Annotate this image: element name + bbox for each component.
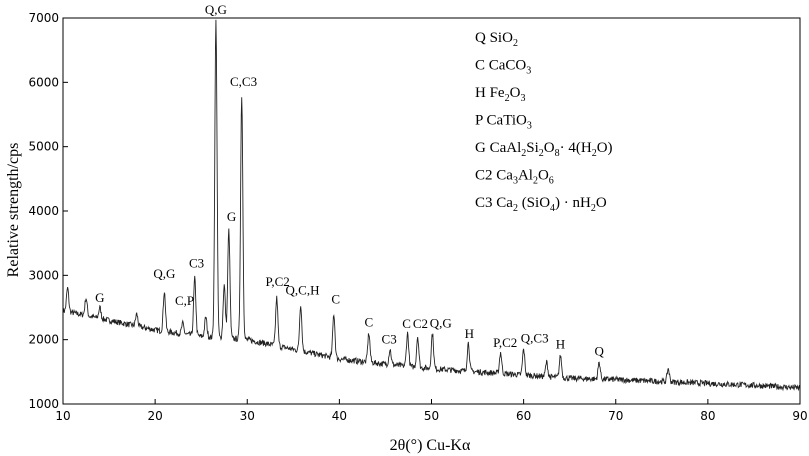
peak-label: C,C3: [230, 74, 257, 89]
legend-formula-subscript: 2: [592, 148, 597, 159]
x-tick-label: 30: [240, 409, 255, 423]
legend-formula-text: Si: [526, 140, 539, 156]
peak-label: Q,G: [430, 315, 452, 330]
y-tick-label: 6000: [28, 75, 59, 89]
legend-formula-text: CaTiO: [487, 113, 527, 129]
y-tick-label: 5000: [28, 140, 59, 154]
peak-label: G: [95, 290, 104, 305]
legend-formula-text: Al: [518, 168, 533, 184]
legend-formula-text: Ca: [496, 168, 513, 184]
legend-formula-text: (SiO: [518, 195, 550, 211]
peak-label: C3: [189, 255, 204, 270]
legend-entry: H Fe2O3: [475, 85, 525, 104]
legend-entry: C3 Ca2 (SiO4) · nH2O: [475, 195, 607, 214]
legend-formula-subscript: 3: [513, 176, 518, 187]
x-tick-label: 90: [792, 409, 807, 423]
xrd-pattern-line: [62, 19, 801, 392]
legend-formula-subscript: 3: [527, 121, 532, 132]
legend-formula-text: O: [544, 140, 555, 156]
legend-formula-subscript: 6: [549, 176, 554, 187]
x-tick-label: 10: [55, 409, 70, 423]
peak-label: H: [465, 326, 474, 341]
legend-formula-text: O: [510, 85, 521, 101]
legend-entry: C2 Ca3Al2O6: [475, 168, 554, 187]
peak-label: C: [402, 316, 411, 331]
y-tick-label: 3000: [28, 268, 59, 282]
peak-label: C2: [413, 316, 428, 331]
x-tick-label: 80: [700, 409, 715, 423]
legend-formula-subscript: 2: [505, 93, 510, 104]
legend-formula-text: ) · nH: [555, 195, 591, 211]
x-tick-label: 20: [147, 409, 162, 423]
peak-label: C: [365, 315, 374, 330]
x-axis-title: 2θ(°) Cu-Kα: [390, 437, 471, 454]
y-tick-label: 2000: [28, 333, 59, 347]
legend-formula-subscript: 3: [526, 66, 531, 77]
legend-entry: C CaCO3: [475, 58, 531, 77]
y-axis-title: Relative strength/cps: [5, 143, 22, 278]
legend-entry-name: C2: [475, 168, 496, 184]
legend-formula-subscript: 2: [521, 148, 526, 159]
y-tick-label: 4000: [28, 204, 59, 218]
legend-formula-subscript: 4: [550, 203, 555, 214]
peak-label: Q: [594, 344, 604, 359]
legend-formula-subscript: 3: [520, 93, 525, 104]
legend-entry: P CaTiO3: [475, 113, 532, 132]
legend-entry-name: G: [475, 140, 490, 156]
legend-formula-subscript: 8: [555, 148, 560, 159]
peak-label: G: [227, 209, 236, 224]
legend-formula-subscript: 2: [591, 203, 596, 214]
peak-label: C3: [382, 331, 397, 346]
legend-formula-text: SiO: [490, 30, 514, 46]
legend-formula-subscript: 2: [513, 38, 518, 49]
peak-label: Q,C,H: [286, 282, 320, 297]
x-tick-label: 50: [424, 409, 439, 423]
legend-entry: Q SiO2: [475, 30, 518, 49]
legend-formula-text: O): [597, 140, 613, 156]
legend-formula-text: O: [538, 168, 549, 184]
legend-formula-subscript: 2: [533, 176, 538, 187]
peak-label: Q,G: [205, 2, 227, 17]
legend-entry-name: H: [475, 85, 490, 101]
x-tick-label: 70: [608, 409, 623, 423]
x-tick-label: 60: [516, 409, 531, 423]
y-tick-label: 1000: [28, 397, 59, 411]
legend-formula-text: O: [596, 195, 607, 211]
legend-entry-name: Q: [475, 30, 490, 46]
plot-layer: [62, 19, 801, 392]
ticks-layer: 10 20 30 40 50 60 70 80 90 1000 2000 3000 4000 5000 60…: [28, 11, 807, 423]
legend-formula-subscript: 2: [513, 203, 518, 214]
peak-label: P,C2: [493, 335, 517, 350]
x-tick-label: 40: [332, 409, 347, 423]
legend-formula-text: CaCO: [489, 58, 527, 74]
peak-label: C,P: [175, 293, 194, 308]
y-tick-label: 7000: [28, 11, 59, 25]
peak-label: H: [556, 337, 565, 352]
legend-entry-name: P: [475, 113, 487, 129]
legend-entry-name: C: [475, 58, 489, 74]
legend-formula-text: · 4(H: [560, 140, 592, 156]
legend-formula-subscript: 2: [539, 148, 544, 159]
legend-formula-text: Fe: [490, 85, 505, 101]
legend-formula-text: Ca: [496, 195, 513, 211]
peak-label: C: [331, 292, 340, 307]
peak-label: P,C2: [266, 274, 290, 289]
legend-entry: G CaAl2Si2O8· 4(H2O): [475, 140, 613, 159]
legend-formula-text: CaAl: [490, 140, 522, 156]
peak-label: Q,G: [153, 266, 175, 281]
legend-entry-name: C3: [475, 195, 496, 211]
peak-label: Q,C3: [521, 331, 549, 346]
